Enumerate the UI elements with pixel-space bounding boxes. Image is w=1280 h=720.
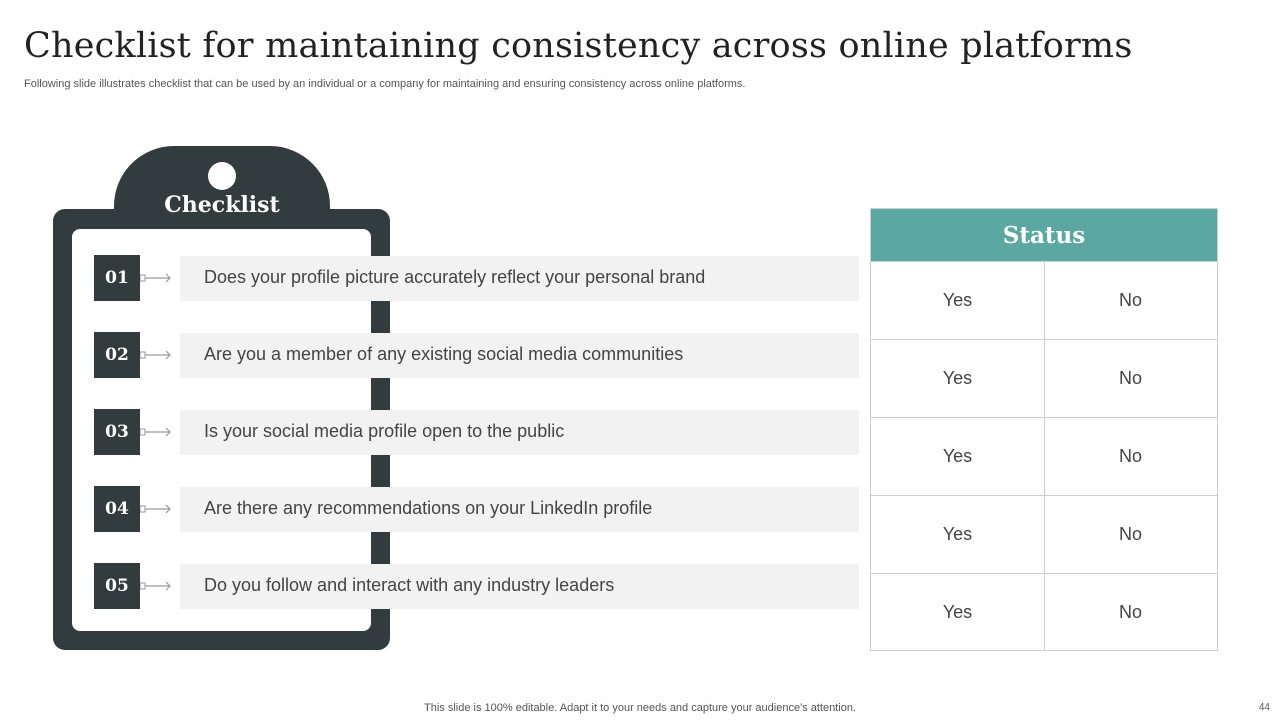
page-number: 44 — [1258, 702, 1270, 713]
column-divider — [1044, 261, 1045, 651]
checklist-item: Are there any recommendations on your Li… — [180, 487, 859, 532]
arrow-connector-icon — [140, 581, 171, 591]
status-table: Status Yes No Yes No Yes No Yes No Yes N… — [870, 208, 1218, 651]
checklist-item: Does your profile picture accurately ref… — [180, 256, 859, 301]
status-no-cell[interactable]: No — [1118, 445, 1142, 466]
item-text: Does your profile picture accurately ref… — [204, 267, 706, 287]
clipboard-edge — [371, 532, 390, 563]
item-number: 05 — [94, 563, 140, 609]
page-title: Checklist for maintaining consistency ac… — [24, 26, 1133, 66]
page-subtitle: Following slide illustrates checklist th… — [24, 78, 746, 90]
status-no-cell[interactable]: No — [1118, 289, 1142, 310]
item-number: 01 — [94, 255, 140, 301]
status-yes-cell[interactable]: Yes — [942, 367, 973, 388]
row-divider — [871, 261, 1217, 262]
checklist-label: Checklist — [164, 192, 280, 218]
clipboard-edge — [371, 301, 390, 333]
item-text: Are there any recommendations on your Li… — [204, 498, 653, 518]
status-yes-cell[interactable]: Yes — [942, 445, 973, 466]
row-divider — [871, 339, 1217, 340]
status-yes-cell[interactable]: Yes — [942, 601, 973, 622]
item-text: Do you follow and interact with any indu… — [204, 575, 615, 595]
arrow-connector-icon — [140, 273, 171, 283]
checklist-item: Do you follow and interact with any indu… — [180, 564, 859, 609]
row-divider — [871, 417, 1217, 418]
clipboard-edge — [371, 378, 390, 410]
item-text: Is your social media profile open to the… — [204, 421, 565, 441]
item-number: 03 — [94, 409, 140, 455]
status-no-cell[interactable]: No — [1118, 601, 1142, 622]
status-yes-cell[interactable]: Yes — [942, 523, 973, 544]
item-number: 02 — [94, 332, 140, 378]
arrow-connector-icon — [140, 350, 171, 360]
clipboard-hole — [208, 162, 236, 190]
checklist-item: Is your social media profile open to the… — [180, 410, 859, 455]
row-divider — [871, 495, 1217, 496]
item-text: Are you a member of any existing social … — [204, 344, 684, 364]
status-no-cell[interactable]: No — [1118, 523, 1142, 544]
status-header: Status — [871, 209, 1217, 261]
status-yes-cell[interactable]: Yes — [942, 289, 973, 310]
arrow-connector-icon — [140, 504, 171, 514]
arrow-connector-icon — [140, 427, 171, 437]
status-no-cell[interactable]: No — [1118, 367, 1142, 388]
checklist-item: Are you a member of any existing social … — [180, 333, 859, 378]
slide-footer: This slide is 100% editable. Adapt it to… — [424, 702, 856, 714]
row-divider — [871, 573, 1217, 574]
clipboard-edge — [371, 455, 390, 487]
item-number: 04 — [94, 486, 140, 532]
